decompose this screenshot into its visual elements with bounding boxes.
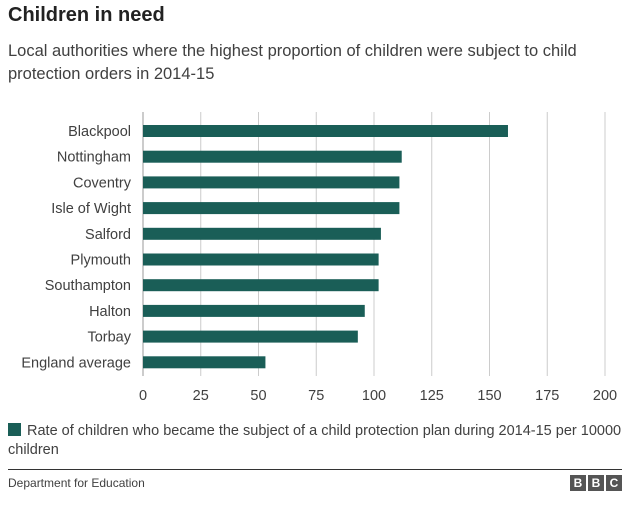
logo-letter-1: B	[570, 475, 586, 491]
category-label: Southampton	[45, 278, 131, 294]
logo-letter-3: C	[606, 475, 622, 491]
chart-title: Children in need	[8, 4, 165, 26]
x-tick-label: 150	[477, 388, 501, 404]
bar	[143, 150, 402, 163]
category-label: Plymouth	[71, 253, 131, 269]
category-label: Salford	[85, 227, 131, 243]
bar	[143, 176, 400, 189]
bar	[143, 356, 266, 369]
legend-label: Rate of children who became the subject …	[8, 423, 622, 458]
x-tick-label: 25	[193, 388, 209, 404]
source-label: Department for Education	[8, 476, 145, 490]
category-label: Coventry	[73, 175, 132, 191]
category-label: Halton	[89, 304, 131, 320]
logo-letter-2: B	[588, 475, 604, 491]
category-label: Isle of Wight	[51, 201, 131, 217]
category-label: Blackpool	[68, 124, 131, 140]
legend: Rate of children who became the subject …	[8, 422, 628, 460]
x-tick-label: 75	[308, 388, 324, 404]
x-tick-label: 0	[139, 388, 147, 404]
category-label: Torbay	[87, 330, 131, 346]
x-tick-label: 100	[362, 388, 386, 404]
chart-subtitle: Local authorities where the highest prop…	[8, 42, 577, 83]
bar	[143, 253, 379, 266]
bbc-logo: B B C	[570, 475, 622, 491]
legend-swatch	[8, 423, 21, 436]
bar	[143, 330, 358, 343]
footer-divider	[8, 469, 622, 470]
bar	[143, 125, 508, 137]
x-tick-label: 175	[535, 388, 559, 404]
bar	[143, 202, 400, 215]
bar-chart: Blackpool Nottingham Coventry Isle of Wight…	[21, 112, 617, 404]
x-tick-label: 125	[420, 388, 444, 404]
x-tick-label: 200	[593, 388, 617, 404]
bar	[143, 227, 381, 240]
bar	[143, 279, 379, 292]
bar	[143, 304, 365, 317]
category-label: Nottingham	[57, 150, 131, 166]
x-tick-label: 50	[250, 388, 266, 404]
category-label: England average	[21, 355, 131, 371]
